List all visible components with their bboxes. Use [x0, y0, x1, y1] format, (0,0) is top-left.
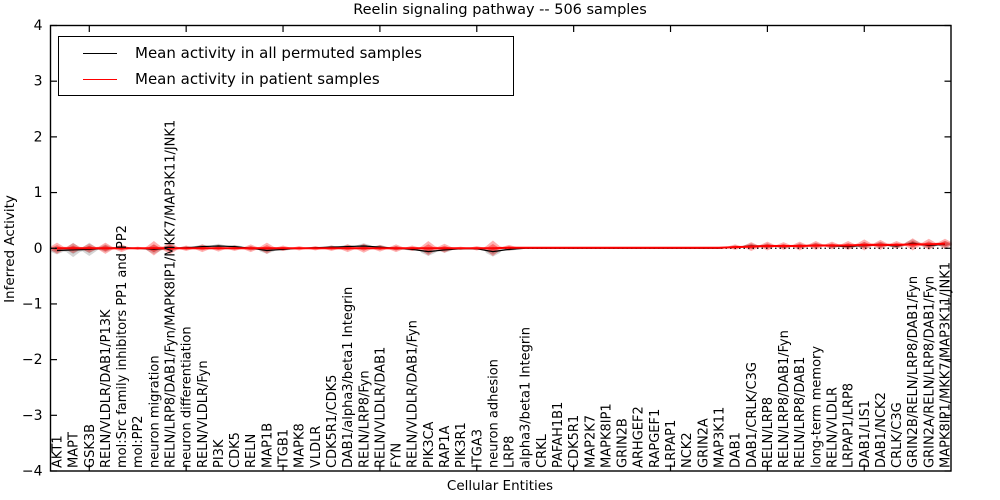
y-tick-label: −3 — [22, 408, 43, 424]
x-tick-label: RELN/LRP8/Fyn — [357, 370, 372, 468]
x-tick-label: ITGB1 — [277, 429, 292, 468]
x-tick-label: MAP2K7 — [583, 415, 598, 468]
y-tick-label: 0 — [34, 241, 43, 257]
x-tick-label: neuron differentiation — [180, 326, 195, 468]
x-tick-label: LRPAP1 — [664, 420, 679, 468]
patient-line-swatch — [83, 78, 117, 80]
y-axis-ticks: −4 −3 −2 −1 0 1 2 3 4 — [22, 18, 951, 480]
x-tick-label: RELN/LRP8/DAB1 — [793, 357, 808, 468]
x-tick-label: GRIN2B — [616, 418, 631, 468]
x-tick-label: CRLK/C3G — [890, 402, 905, 468]
x-tick-label: FYN — [390, 443, 405, 468]
x-tick-label: RELN/LRP8/DAB1/Fyn/MAPK8IP1/MKK7/MAP3K11… — [164, 120, 179, 468]
chart-title: Reelin signaling pathway -- 506 samples — [353, 2, 647, 18]
x-tick-label: PAFAH1B1 — [551, 402, 566, 468]
x-tick-label: CDK5R1/CDK5 — [325, 375, 340, 468]
x-tick-label: neuron adhesion — [486, 359, 501, 468]
x-tick-label: MAP1B — [260, 423, 275, 468]
x-tick-label: mol:PP2 — [131, 415, 146, 468]
x-tick-label: RAP1A — [438, 425, 453, 468]
x-axis-ticks — [88, 25, 865, 471]
legend-item-patient: Mean activity in patient samples — [69, 70, 503, 88]
y-tick-label: 3 — [34, 74, 43, 90]
x-tick-label: DAB1/alpha3/beta1 Integrin — [341, 287, 356, 468]
x-tick-label: DAB1/NCK2 — [874, 392, 889, 468]
x-tick-label: RELN — [244, 434, 259, 468]
x-tick-label: neuron migration — [147, 355, 162, 468]
x-tick-label: CDK5 — [228, 432, 243, 468]
x-tick-label: RELN/VLDLR/DAB1/Fyn — [406, 320, 421, 468]
x-tick-label: GRIN2B/RELN/LRP8/DAB1/Fyn — [906, 276, 921, 468]
x-tick-label: PIK3R1 — [454, 422, 469, 468]
y-tick-label: 1 — [34, 185, 43, 201]
x-tick-label: RELN/VLDLR/Fyn — [196, 360, 211, 468]
x-tick-label: MAP3K11 — [712, 407, 727, 468]
x-tick-label: DAB1 — [729, 432, 744, 468]
x-tick-label: MAPK8IP1 — [599, 403, 614, 468]
legend-label-permuted: Mean activity in all permuted samples — [135, 44, 422, 62]
x-tick-label: GRIN2A — [696, 418, 711, 468]
x-tick-label: PI3K — [212, 439, 227, 468]
permuted-line-swatch — [83, 52, 117, 54]
x-tick-label: long-term memory — [809, 346, 824, 468]
legend-item-permuted: Mean activity in all permuted samples — [69, 44, 503, 62]
x-tick-label: NCK2 — [680, 432, 695, 468]
patient-mean-line — [57, 242, 946, 250]
x-axis-label: Cellular Entities — [446, 478, 554, 494]
x-tick-label: DAB1/CRLK/C3G — [745, 362, 760, 468]
x-tick-label: RAPGEF1 — [648, 409, 663, 468]
x-tick-label: GSK3B — [83, 424, 98, 468]
y-tick-label: −2 — [22, 352, 43, 368]
x-tick-label: RELN/VLDLR — [825, 387, 840, 468]
x-tick-label: ARHGEF2 — [632, 406, 647, 468]
y-axis-label: Inferred Activity — [2, 195, 18, 303]
x-tick-label: MAPK8IP1/MKK7/MAP3K11/JNK1 — [939, 262, 954, 468]
x-tick-label: RELN/LRP8 — [761, 397, 776, 468]
x-tick-label: ITGA3 — [470, 429, 485, 468]
y-tick-label: 2 — [34, 129, 43, 145]
x-tick-label: CDK5R1 — [567, 415, 582, 468]
x-tick-label: VLDLR — [309, 426, 324, 468]
x-tick-label: DAB1/LIS1 — [858, 400, 873, 468]
x-tick-label: PIK3CA — [422, 421, 437, 468]
x-tick-label: MAPK8 — [293, 423, 308, 468]
y-tick-label: 4 — [34, 18, 43, 34]
x-tick-label: mol:Src family inhibitors PP1 and PP2 — [115, 225, 130, 468]
x-tick-label: alpha3/beta1 Integrin — [519, 327, 534, 468]
y-tick-label: −4 — [22, 464, 43, 480]
x-tick-label: CRKL — [535, 433, 550, 468]
y-tick-label: −1 — [22, 296, 43, 312]
x-tick-label: RELN/VLDLR/DAB1/P13K — [99, 309, 114, 468]
x-tick-label: AKT1 — [51, 435, 66, 468]
legend-label-patient: Mean activity in patient samples — [135, 70, 380, 88]
x-tick-label: RELN/VLDLR/DAB1 — [373, 347, 388, 468]
axes-frame — [49, 24, 952, 472]
x-tick-labels: AKT1 MAPT GSK3B RELN/VLDLR/DAB1/P13K mol:Src… — [51, 120, 954, 468]
x-tick-label: RELN/LRP8/DAB1/Fyn — [777, 330, 792, 468]
x-tick-label: LRPAP1/LRP8 — [842, 383, 857, 468]
x-tick-label: MAPT — [67, 432, 82, 468]
legend: Mean activity in all permuted samples Me… — [58, 36, 514, 96]
x-tick-label: LRP8 — [503, 436, 518, 468]
x-tick-label: GRIN2A/RELN/LRP8/DAB1/Fyn — [922, 276, 937, 468]
